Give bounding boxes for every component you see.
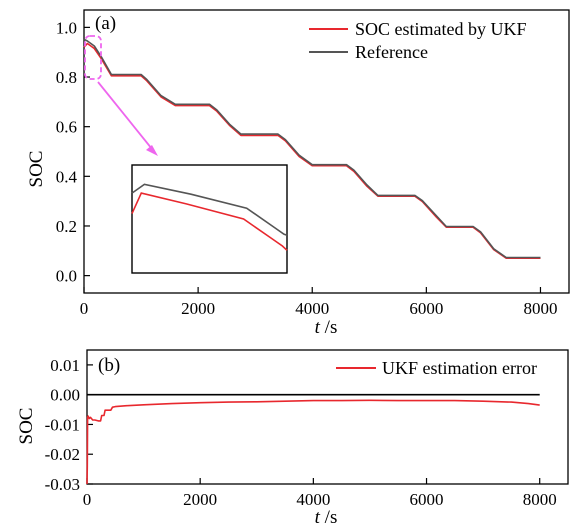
x-tick-label: 8000	[523, 299, 557, 318]
panel-a-x-ticks: 0 2000 4000 6000 8000	[80, 287, 557, 318]
y-tick-label: 0.01	[50, 356, 80, 375]
x-tick-label: 4000	[295, 299, 329, 318]
panel-a-label: (a)	[95, 13, 116, 34]
panel-b-x-ticks: 0 2000 4000 6000 8000	[83, 478, 557, 509]
y-tick-label: -0.03	[45, 475, 80, 494]
y-tick-label: -0.02	[45, 445, 80, 464]
panel-a: 0 2000 4000 6000 8000 0.0 0.2 0.4 0.6 0.8 1.0 (a)…	[26, 9, 570, 338]
panel-a-y-ticks: 0.0 0.2 0.4 0.6 0.8 1.0	[56, 18, 90, 286]
y-tick-label: 0.0	[56, 267, 77, 286]
panel-a-x-label-unit: /s	[320, 317, 337, 338]
y-tick-label: 0.00	[50, 386, 80, 405]
panel-b-y-label: SOC	[16, 408, 37, 445]
x-tick-label: 0	[83, 490, 92, 509]
x-tick-label: 8000	[523, 490, 557, 509]
x-tick-label: 0	[80, 299, 89, 318]
y-tick-label: -0.01	[45, 415, 80, 434]
zoom-region-box	[84, 35, 102, 80]
x-tick-label: 2000	[183, 490, 217, 509]
panel-b-series	[86, 393, 540, 485]
y-tick-label: 0.2	[56, 217, 77, 236]
y-tick-label: 1.0	[56, 18, 77, 37]
zoom-arrow-line	[97, 81, 153, 150]
inset-line-2	[131, 183, 288, 236]
panel-a-series	[83, 38, 541, 260]
panel-b-x-label-var: t	[315, 507, 321, 528]
panel-a-plot-frame	[83, 9, 570, 294]
x-tick-label: 6000	[409, 299, 443, 318]
inset-series	[131, 183, 288, 251]
legend-label-ukf: SOC estimated by UKF	[355, 19, 527, 39]
panel-a-legend: SOC estimated by UKF Reference	[309, 19, 527, 62]
zoom-callout	[84, 35, 288, 274]
inset-frame	[131, 164, 288, 274]
panel-b-legend: UKF estimation error	[336, 358, 537, 378]
panel-b-label: (b)	[98, 355, 120, 376]
y-tick-label: 0.6	[56, 118, 77, 137]
legend-label-error: UKF estimation error	[382, 358, 537, 378]
series-line-2	[83, 38, 541, 259]
y-tick-label: 0.8	[56, 68, 77, 87]
legend-label-reference: Reference	[355, 42, 428, 62]
x-tick-label: 4000	[296, 490, 330, 509]
panel-a-y-label: SOC	[26, 151, 47, 188]
series-line-1	[86, 399, 540, 485]
panel-b: 0 2000 4000 6000 8000 0.01 0.00 -0.01 -0.02 -0.0…	[16, 349, 569, 528]
panel-b-y-ticks: 0.01 0.00 -0.01 -0.02 -0.03	[45, 356, 93, 494]
y-tick-label: 0.4	[56, 167, 78, 186]
panel-a-x-label: t /s	[315, 317, 338, 338]
x-tick-label: 2000	[181, 299, 215, 318]
panel-a-x-label-var: t	[315, 317, 321, 338]
zoom-arrow-head	[146, 145, 158, 156]
panel-b-x-label: t /s	[315, 507, 338, 528]
inset-line-1	[131, 192, 288, 251]
x-tick-label: 6000	[410, 490, 444, 509]
panel-b-x-label-unit: /s	[320, 507, 337, 528]
